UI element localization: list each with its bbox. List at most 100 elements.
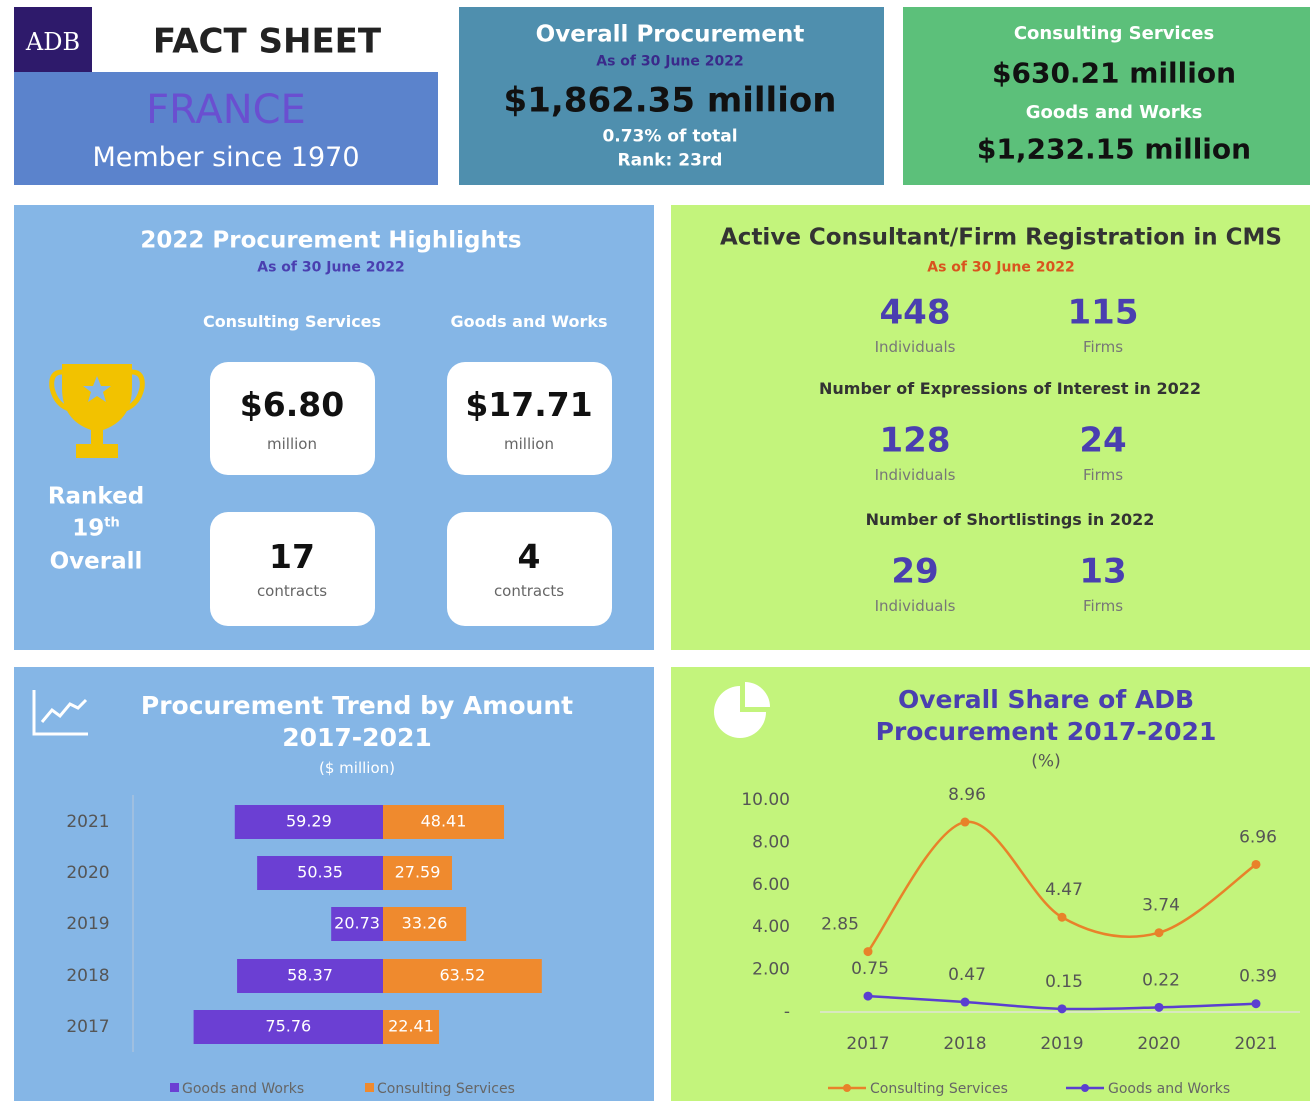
bar-label: 20.73 <box>334 914 380 933</box>
amount-card <box>210 362 375 475</box>
rank-number: 19th <box>72 516 120 541</box>
series-line <box>866 820 1257 953</box>
x-tick-label: 2017 <box>846 1034 889 1054</box>
contracts-unit: contracts <box>256 581 328 600</box>
trend-title: Procurement Trend by Amount 2017-2021 <box>140 691 574 752</box>
country-box <box>14 72 438 185</box>
contracts: 17 <box>269 536 315 576</box>
bar-label: 58.37 <box>287 966 333 985</box>
overall-label: Overall <box>49 548 143 575</box>
data-label: 0.15 <box>1045 972 1083 992</box>
firms: 13 <box>1079 551 1127 592</box>
bar-label: 27.59 <box>395 863 441 882</box>
title: FACT SHEET <box>152 21 382 62</box>
bar <box>193 1010 383 1044</box>
legend-label: Goods and Works <box>1108 1081 1230 1097</box>
bar <box>383 856 452 890</box>
bar <box>383 959 542 993</box>
overall-title: Overall Procurement <box>535 21 805 48</box>
bar <box>383 805 505 839</box>
firms-label: Firms <box>1082 337 1124 356</box>
cs-label: Consulting Services <box>1013 23 1215 45</box>
bar <box>234 805 383 839</box>
legend-label: Consulting Services <box>377 1081 515 1097</box>
data-label: 8.96 <box>948 785 986 805</box>
category-label: 2021 <box>66 812 109 832</box>
y-tick-label: 4.00 <box>752 917 790 937</box>
legend-swatch <box>170 1083 179 1092</box>
row-heading: Number of Shortlistings in 2022 <box>865 510 1155 530</box>
pie-icon <box>714 682 770 738</box>
point <box>960 817 970 827</box>
cs-amount: $630.21 million <box>991 56 1237 90</box>
contracts-card <box>447 512 612 626</box>
data-label: 0.22 <box>1142 970 1180 990</box>
legend-swatch <box>365 1083 374 1092</box>
x-tick-label: 2020 <box>1137 1034 1180 1054</box>
bar-label: 75.76 <box>265 1017 311 1036</box>
highlights-title: 2022 Procurement Highlights <box>140 227 522 254</box>
rank-sup: th <box>104 515 120 531</box>
data-label: 6.96 <box>1239 827 1277 847</box>
legend-label: Consulting Services <box>870 1081 1008 1097</box>
registration-box <box>671 205 1310 650</box>
amount-card <box>447 362 612 475</box>
bar-label: 63.52 <box>439 966 485 985</box>
column-label: Goods and Works <box>450 312 608 332</box>
legend-marker <box>843 1084 851 1092</box>
share-subtitle: (%) <box>1031 751 1061 772</box>
logo: ADB <box>25 27 81 56</box>
category-label: 2019 <box>66 914 109 934</box>
individuals-label: Individuals <box>874 465 956 484</box>
point <box>863 991 873 1001</box>
individuals-label: Individuals <box>874 596 956 615</box>
contracts-card <box>210 512 375 626</box>
individuals-label: Individuals <box>874 337 956 356</box>
x-tick-label: 2021 <box>1234 1034 1277 1054</box>
amount: $17.71 <box>465 384 593 424</box>
y-tick-label: 2.00 <box>752 960 790 980</box>
overall-box <box>459 7 884 185</box>
country: FRANCE <box>146 87 306 133</box>
bar <box>331 907 383 941</box>
individuals: 29 <box>891 551 939 592</box>
trend-subtitle: ($ million) <box>319 758 395 777</box>
data-label: 2.85 <box>821 915 859 935</box>
point <box>1154 928 1164 938</box>
individuals: 128 <box>879 420 951 461</box>
bar <box>257 856 383 890</box>
firms-label: Firms <box>1082 596 1124 615</box>
overall-amount: $1,862.35 million <box>503 80 837 121</box>
split-box <box>903 7 1310 185</box>
bar-label: 50.35 <box>297 863 343 882</box>
firms-label: Firms <box>1082 465 1124 484</box>
y-tick-label: 6.00 <box>752 875 790 895</box>
legend-marker <box>1081 1084 1089 1092</box>
data-label: 4.47 <box>1045 880 1083 900</box>
bar-label: 22.41 <box>388 1017 434 1036</box>
point <box>1154 1002 1164 1012</box>
amount: $6.80 <box>239 384 345 424</box>
firms: 115 <box>1067 292 1139 333</box>
gw-amount: $1,232.15 million <box>976 132 1252 166</box>
category-label: 2018 <box>66 966 109 986</box>
data-label: 3.74 <box>1142 896 1180 916</box>
data-label: 0.39 <box>1239 967 1277 987</box>
rank-num: 19 <box>72 515 105 542</box>
y-tick-label: 10.00 <box>741 790 790 810</box>
category-label: 2020 <box>66 863 109 883</box>
registration-date: As of 30 June 2022 <box>927 259 1075 276</box>
trophy <box>49 364 145 458</box>
bar <box>237 959 383 993</box>
data-label: 0.47 <box>948 965 986 985</box>
contracts: 4 <box>517 536 541 576</box>
amount-unit: million <box>267 434 317 453</box>
point <box>960 997 970 1007</box>
overall-share: 0.73% of total <box>602 126 738 147</box>
bar-label: 59.29 <box>286 812 332 831</box>
registration-title: Active Consultant/Firm Registration in C… <box>720 224 1282 251</box>
y-tick-label: 8.00 <box>752 832 790 852</box>
column-label: Consulting Services <box>202 312 382 332</box>
